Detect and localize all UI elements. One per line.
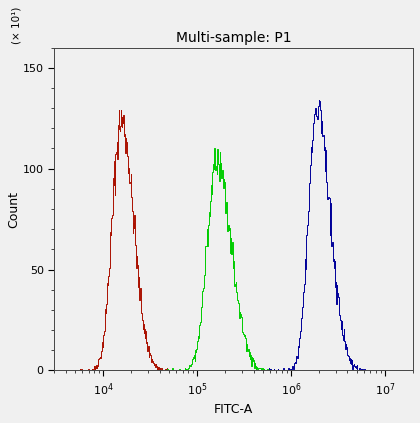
Title: Multi-sample: P1: Multi-sample: P1 [176, 31, 291, 45]
X-axis label: FITC-A: FITC-A [214, 403, 253, 416]
Y-axis label: Count: Count [7, 190, 20, 228]
Text: (× 10¹): (× 10¹) [11, 7, 21, 44]
